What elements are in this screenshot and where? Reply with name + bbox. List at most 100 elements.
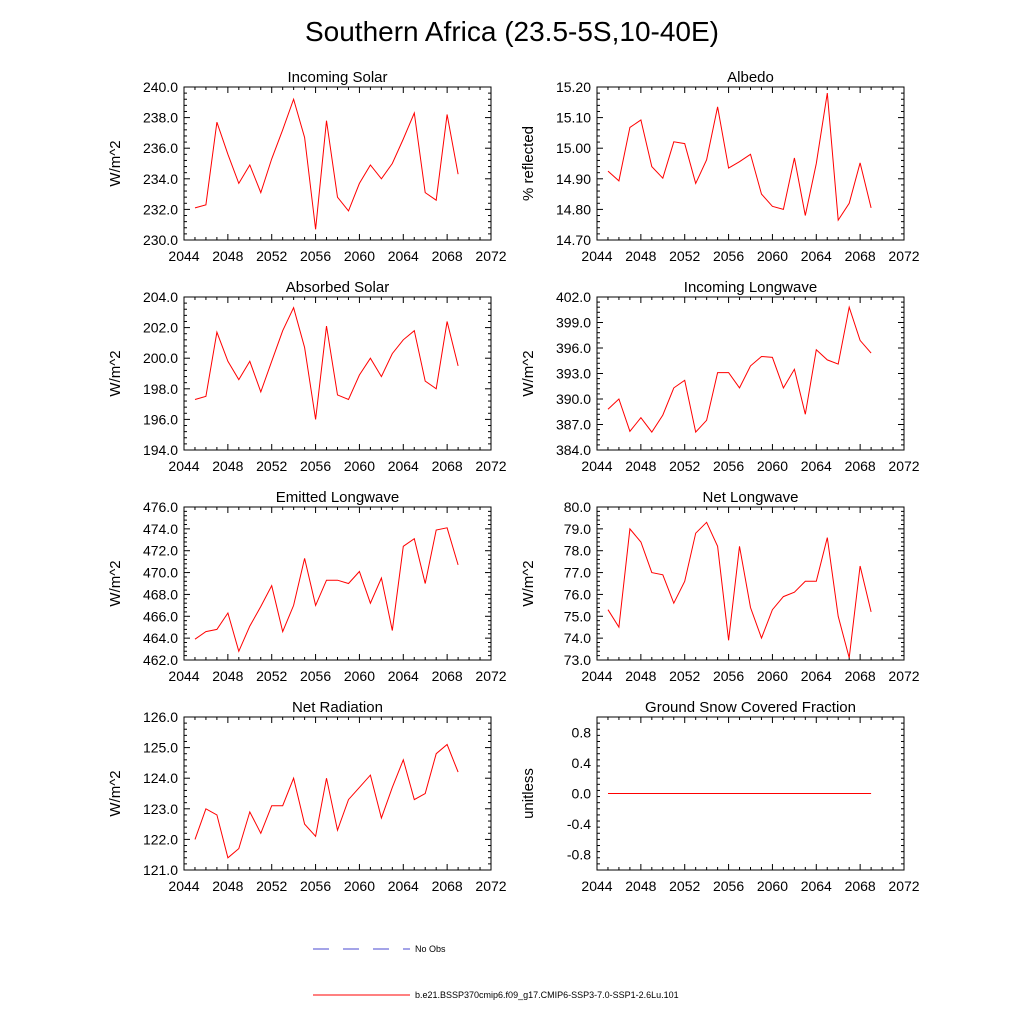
- y-tick-label: 390.0: [556, 391, 591, 407]
- panel-1: Albedo % reflected 2044 2048 2052 2056 2060 206…: [520, 69, 920, 264]
- x-tick-label: 2068: [845, 668, 876, 684]
- x-tick-label: 2068: [432, 878, 463, 894]
- y-axis-label: W/m^2: [107, 770, 124, 816]
- x-tick-label: 2044: [581, 878, 612, 894]
- y-tick-label: 14.70: [556, 232, 591, 248]
- plot-frame: [596, 86, 905, 241]
- y-tick-label: 77.0: [564, 565, 591, 581]
- x-tick-label: 2056: [300, 878, 331, 894]
- y-tick-label: 78.0: [564, 543, 591, 559]
- x-tick-label: 2072: [888, 668, 919, 684]
- y-axis-label: W/m^2: [520, 560, 537, 606]
- x-tick-label: 2060: [344, 878, 375, 894]
- y-tick-label: 79.0: [564, 521, 591, 537]
- legend: No Obs b.e21.BSSP370cmip6.f09_g17.CMIP6-…: [313, 944, 679, 1000]
- y-tick-label: 232.0: [143, 201, 178, 217]
- x-tick-label: 2072: [888, 458, 919, 474]
- panels-group: Incoming Solar W/m^2 2044 2048 2052 2056 2060 2…: [107, 69, 920, 894]
- series-line: [194, 743, 459, 859]
- x-tick-label: 2056: [713, 878, 744, 894]
- y-tick-label: 194.0: [143, 442, 178, 458]
- series-line: [194, 97, 459, 230]
- x-tick-label: 2052: [256, 878, 287, 894]
- y-tick-label: 121.0: [143, 862, 178, 878]
- x-tick-label: 2060: [757, 458, 788, 474]
- y-tick-label: -0.4: [567, 816, 591, 832]
- panel-4: Emitted Longwave W/m^2 2044 2048 2052 2056 206…: [107, 489, 507, 684]
- y-tick-label: 466.0: [143, 608, 178, 624]
- x-tick-label: 2056: [300, 458, 331, 474]
- y-tick-label: 396.0: [556, 340, 591, 356]
- x-tick-label: 2056: [713, 248, 744, 264]
- plot-frame: [596, 296, 905, 451]
- panel-5: Net Longwave W/m^2 2044 2048 2052 2056 2060 206…: [520, 489, 920, 684]
- panel-title: Emitted Longwave: [276, 489, 399, 506]
- x-tick-label: 2056: [300, 248, 331, 264]
- y-tick-label: 200.0: [143, 350, 178, 366]
- y-tick-label: 468.0: [143, 586, 178, 602]
- plot-frame: [183, 296, 492, 451]
- y-tick-label: 204.0: [143, 289, 178, 305]
- plot-frame: [183, 506, 492, 661]
- panel-6: Net Radiation W/m^2 2044 2048 2052 2056 2060 20…: [107, 699, 507, 894]
- x-tick-label: 2056: [713, 668, 744, 684]
- x-tick-label: 2060: [344, 248, 375, 264]
- y-tick-label: 474.0: [143, 521, 178, 537]
- x-tick-label: 2052: [256, 668, 287, 684]
- y-axis-label: W/m^2: [520, 350, 537, 396]
- y-tick-label: 238.0: [143, 110, 178, 126]
- y-tick-label: 125.0: [143, 740, 178, 756]
- x-tick-label: 2068: [432, 248, 463, 264]
- x-tick-label: 2060: [344, 458, 375, 474]
- series-line: [607, 521, 872, 658]
- x-tick-label: 2072: [888, 878, 919, 894]
- x-tick-label: 2044: [168, 248, 199, 264]
- legend-obs-label: No Obs: [415, 944, 446, 954]
- x-tick-label: 2056: [713, 458, 744, 474]
- panel-title: Albedo: [727, 69, 774, 86]
- x-tick-label: 2064: [801, 248, 832, 264]
- x-tick-label: 2048: [212, 248, 243, 264]
- y-tick-label: 198.0: [143, 381, 178, 397]
- series-line: [194, 527, 459, 653]
- y-axis-label: W/m^2: [107, 560, 124, 606]
- y-tick-label: 80.0: [564, 499, 591, 515]
- y-tick-label: 123.0: [143, 801, 178, 817]
- y-tick-label: 0.8: [572, 724, 592, 740]
- x-tick-label: 2072: [475, 458, 506, 474]
- y-axis-label: unitless: [520, 768, 537, 819]
- x-tick-label: 2048: [625, 668, 656, 684]
- y-tick-label: 234.0: [143, 171, 178, 187]
- x-tick-label: 2052: [669, 458, 700, 474]
- x-tick-label: 2048: [212, 458, 243, 474]
- y-tick-label: 240.0: [143, 79, 178, 95]
- y-tick-label: 230.0: [143, 232, 178, 248]
- x-tick-label: 2056: [300, 668, 331, 684]
- y-tick-label: 464.0: [143, 630, 178, 646]
- y-tick-label: 14.80: [556, 201, 591, 217]
- y-tick-label: 387.0: [556, 417, 591, 433]
- y-tick-label: 74.0: [564, 630, 591, 646]
- x-tick-label: 2052: [669, 878, 700, 894]
- x-tick-label: 2048: [625, 458, 656, 474]
- x-tick-label: 2064: [801, 458, 832, 474]
- y-tick-label: 236.0: [143, 140, 178, 156]
- panel-title: Ground Snow Covered Fraction: [645, 699, 856, 716]
- y-tick-label: 0.4: [572, 755, 592, 771]
- x-tick-label: 2044: [168, 458, 199, 474]
- y-tick-label: 122.0: [143, 831, 178, 847]
- x-tick-label: 2068: [845, 878, 876, 894]
- x-tick-label: 2064: [388, 668, 419, 684]
- x-tick-label: 2064: [801, 668, 832, 684]
- x-tick-label: 2068: [432, 458, 463, 474]
- x-tick-label: 2048: [212, 878, 243, 894]
- y-tick-label: 75.0: [564, 608, 591, 624]
- x-tick-label: 2064: [388, 458, 419, 474]
- y-tick-label: 73.0: [564, 652, 591, 668]
- y-axis-label: W/m^2: [107, 140, 124, 186]
- x-tick-label: 2052: [256, 248, 287, 264]
- x-tick-label: 2072: [475, 878, 506, 894]
- x-tick-label: 2052: [669, 248, 700, 264]
- plot-frame: [183, 86, 492, 241]
